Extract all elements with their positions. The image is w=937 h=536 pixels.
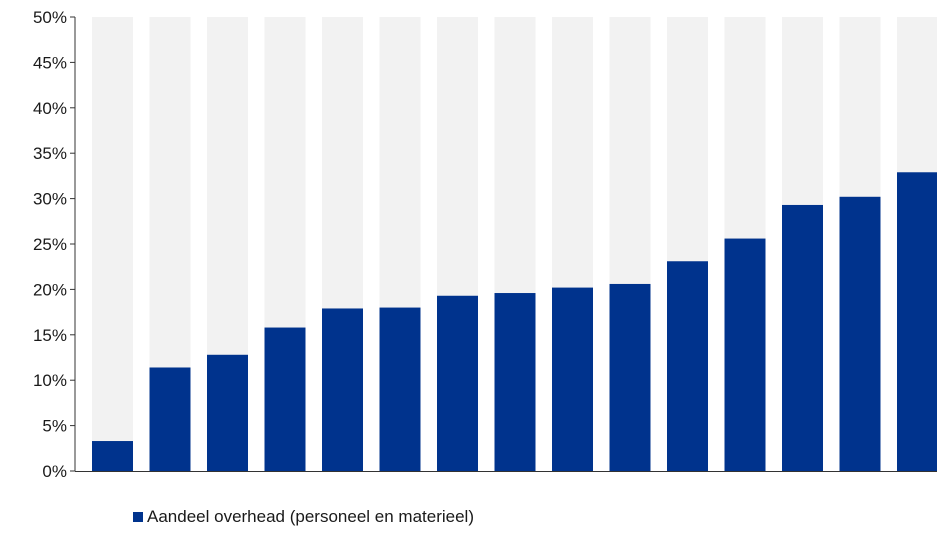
bar (494, 293, 536, 471)
y-tick-label: 40% (33, 99, 67, 118)
y-tick-label: 15% (33, 326, 67, 345)
y-tick-label: 10% (33, 371, 67, 390)
y-tick-label: 0% (42, 462, 67, 481)
bar (379, 307, 421, 471)
bar (322, 308, 363, 471)
legend-label: Aandeel overhead (personeel en materieel… (147, 507, 474, 526)
background-bar (92, 17, 133, 471)
bar (207, 354, 248, 471)
axes (70, 16, 937, 472)
bar (437, 295, 478, 471)
legend: Aandeel overhead (personeel en materieel… (133, 505, 474, 529)
bar (897, 172, 937, 471)
bar (839, 196, 881, 471)
data-bars (92, 172, 937, 471)
y-tick-label: 20% (33, 280, 67, 299)
bar (724, 238, 766, 471)
y-tick-label: 25% (33, 235, 67, 254)
bar (782, 204, 823, 471)
y-tick-label: 35% (33, 144, 67, 163)
y-tick-label: 50% (33, 8, 67, 27)
y-tick-labels: 0% 5% 10% 15% 20% 25% 30% 35% 40% 45% 50% (33, 8, 67, 481)
bar (552, 287, 593, 471)
legend-swatch (133, 512, 143, 522)
y-tick-label: 45% (33, 53, 67, 72)
bar (149, 367, 191, 471)
y-tick-label: 5% (42, 417, 67, 436)
bar (264, 327, 306, 471)
bar (92, 441, 133, 471)
bar (667, 261, 708, 471)
bar (609, 283, 651, 471)
y-tick-label: 30% (33, 190, 67, 209)
